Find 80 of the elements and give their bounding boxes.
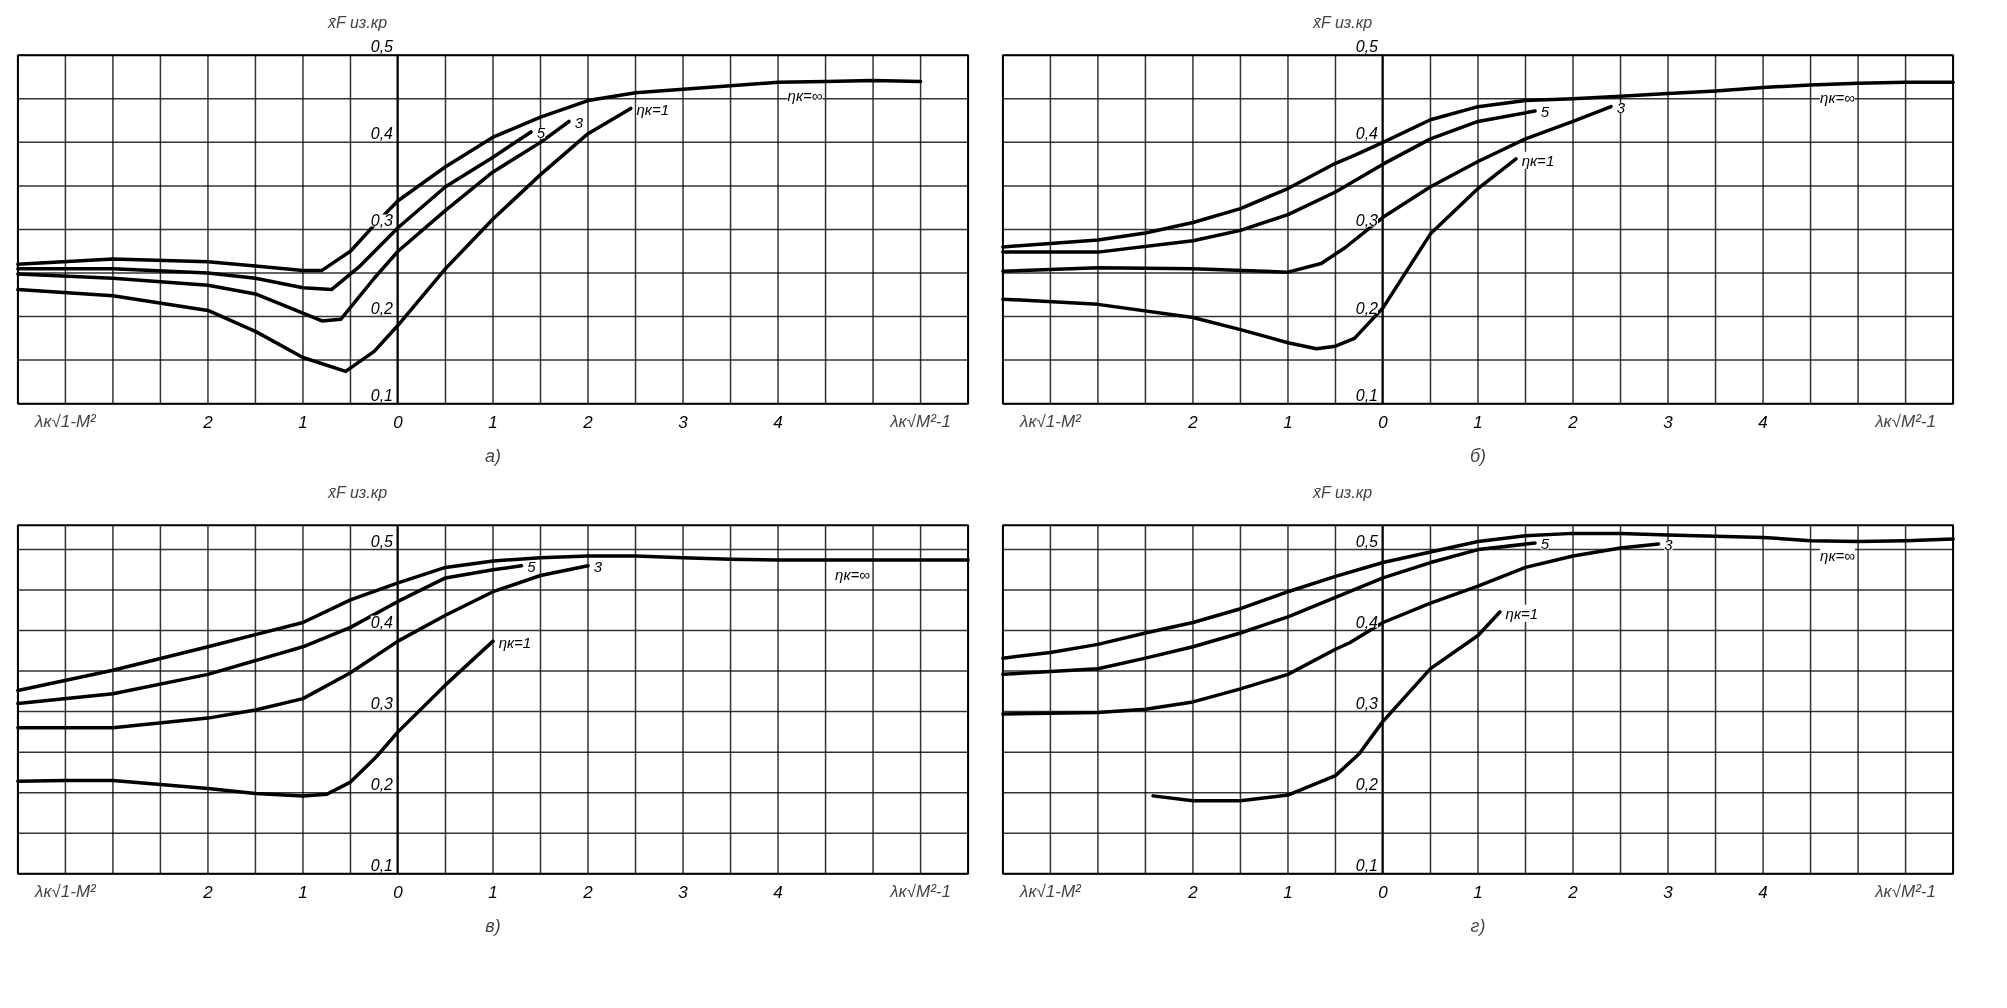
y-tick-label: 0,3: [370, 212, 394, 230]
series-label: 3: [574, 113, 584, 131]
text: λк√M²-1: [889, 411, 951, 431]
y-tick-label: 0,4: [370, 125, 394, 143]
x-tick-label: 4: [1758, 882, 1768, 902]
x-tick-label: 1: [488, 412, 498, 432]
y-axis-title: x̄F из.кр: [326, 484, 388, 502]
y-tick-label: 0,3: [370, 694, 394, 712]
series-label: ηк=1: [1521, 151, 1555, 169]
series-label: ηк=∞: [835, 565, 871, 583]
x-tick-label: 3: [1663, 412, 1674, 432]
x-tick-label: 2: [202, 412, 214, 432]
x-tick-label: 2: [1187, 882, 1199, 902]
series-label: ηк=1: [498, 634, 532, 652]
y-axis-title: x̄F из.кр: [326, 14, 388, 32]
y-tick-label: 0,2: [370, 775, 394, 793]
text: б): [1469, 445, 1487, 466]
x-tick-label: 3: [678, 882, 689, 902]
x-tick-label: 4: [773, 882, 783, 902]
y-tick-label: 0,5: [1355, 38, 1379, 56]
text: λк√1-M²: [34, 411, 98, 431]
text: λк√1-M²: [1019, 881, 1083, 901]
x-tick-label: 0: [393, 882, 404, 902]
y-tick-label: 0,1: [370, 386, 393, 404]
y-tick-label: 0,1: [1355, 856, 1378, 874]
x-tick-label: 2: [582, 882, 594, 902]
series-label: 5: [1540, 103, 1550, 121]
y-tick-label: 0,3: [1355, 212, 1379, 230]
y-tick-label: 0,2: [370, 299, 394, 317]
text: λк√1-M²: [34, 881, 98, 901]
x-tick-label: 4: [773, 412, 783, 432]
x-tick-label: 2: [1187, 412, 1199, 432]
x-tick-label: 3: [1663, 882, 1674, 902]
y-tick-label: 0,1: [370, 856, 393, 874]
x-tick-label: 1: [298, 882, 308, 902]
text: λк√1-M²: [1019, 411, 1083, 431]
y-axis-title: x̄F из.кр: [1311, 14, 1373, 32]
y-tick-label: 0,5: [1355, 532, 1379, 550]
y-tick-label: 0,4: [1355, 613, 1379, 631]
x-tick-label: 1: [1283, 412, 1293, 432]
x-tick-label: 0: [1378, 882, 1389, 902]
series-label: ηк=∞: [787, 87, 823, 105]
y-tick-label: 0,4: [1355, 125, 1379, 143]
x-tick-label: 1: [1473, 412, 1483, 432]
x-tick-label: 1: [298, 412, 308, 432]
x-tick-label: 2: [582, 412, 594, 432]
series-label: ηк=∞: [1820, 546, 1856, 564]
x-tick-label: 4: [1758, 412, 1768, 432]
series-label: 5: [536, 124, 546, 142]
x-tick-label: 2: [202, 882, 214, 902]
y-tick-label: 0,5: [370, 532, 394, 550]
x-tick-label: 1: [488, 882, 498, 902]
series-label: ηк=1: [1505, 604, 1539, 622]
y-tick-label: 0,5: [370, 38, 394, 56]
y-tick-label: 0,2: [1355, 775, 1379, 793]
y-tick-label: 0,4: [370, 613, 394, 631]
series-label: 3: [593, 558, 603, 576]
x-tick-label: 0: [393, 412, 404, 432]
series-label: ηк=1: [636, 101, 669, 119]
series-label: 5: [527, 558, 537, 576]
series-label: 5: [1540, 535, 1550, 553]
x-tick-label: 2: [1567, 882, 1579, 902]
y-axis-title: x̄F из.кр: [1311, 484, 1373, 502]
x-tick-label: 2: [1567, 412, 1579, 432]
text: а): [485, 445, 502, 466]
y-tick-label: 0,2: [1355, 299, 1379, 317]
series-label: 3: [1616, 99, 1626, 117]
series-label: ηк=∞: [1820, 89, 1856, 107]
text: λк√M²-1: [1874, 411, 1936, 431]
x-tick-label: 1: [1473, 882, 1483, 902]
y-tick-label: 0,3: [1355, 694, 1379, 712]
series-label: 3: [1664, 536, 1674, 554]
x-tick-label: 1: [1283, 882, 1293, 902]
text: λк√M²-1: [889, 881, 951, 901]
text: λк√M²-1: [1874, 881, 1936, 901]
text: в): [485, 915, 501, 936]
x-tick-label: 3: [678, 412, 689, 432]
text: г): [1470, 915, 1486, 936]
y-tick-label: 0,1: [1355, 386, 1378, 404]
x-tick-label: 0: [1378, 412, 1389, 432]
